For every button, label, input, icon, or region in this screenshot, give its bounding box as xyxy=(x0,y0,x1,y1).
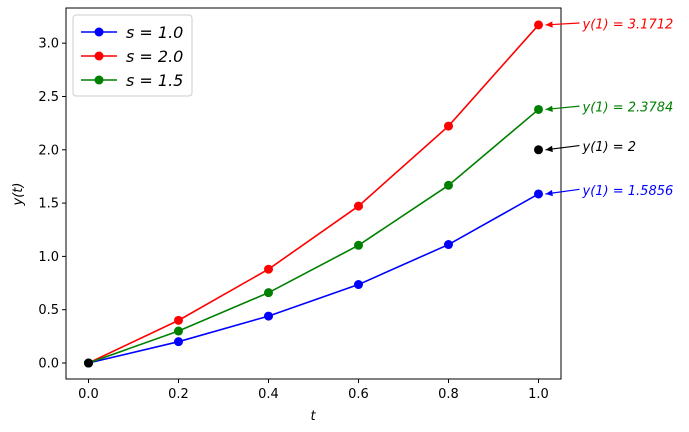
y-axis-label: y(t) xyxy=(11,183,26,207)
annotation-label: y(1) = 3.1712 xyxy=(582,17,674,32)
y-tick-label: 3.0 xyxy=(38,37,59,52)
legend-label: s = 1.0 xyxy=(126,23,183,42)
data-point xyxy=(534,20,543,30)
data-point xyxy=(264,311,273,321)
y-axis: 0.0 0.5 1.0 1.5 2.0 2.5 3.0 xyxy=(38,37,66,372)
data-point xyxy=(534,189,543,199)
legend-label: s = 1.5 xyxy=(126,71,183,90)
x-tick-label: 0.4 xyxy=(258,387,279,402)
y-tick-label: 2.0 xyxy=(38,143,59,158)
x-tick-label: 0.8 xyxy=(438,387,459,402)
y-tick-label: 0.0 xyxy=(38,357,59,372)
x-tick-label: 1.0 xyxy=(528,387,549,402)
annotation-arrowhead xyxy=(545,105,553,112)
x-tick-label: 0.6 xyxy=(348,387,369,402)
highlight-point xyxy=(84,358,93,368)
annotation-label: y(1) = 2 xyxy=(582,140,637,155)
data-point xyxy=(444,121,453,131)
data-point xyxy=(444,180,453,190)
annotation-arrowhead xyxy=(545,21,553,28)
data-point xyxy=(354,280,363,290)
annotations: y(1) = 3.1712 y(1) = 2.3784 y(1) = 2 y(1) =… xyxy=(545,17,674,199)
x-axis-label: t xyxy=(310,409,316,424)
annotation-arrowhead xyxy=(545,145,553,153)
plot-frame xyxy=(65,7,562,380)
plot-content xyxy=(84,20,543,368)
series-line xyxy=(88,24,540,364)
legend: s = 1.0 s = 2.0 s = 1.5 xyxy=(72,14,193,97)
series-line xyxy=(88,108,540,364)
y-tick-label: 2.5 xyxy=(38,90,59,105)
data-point xyxy=(444,240,453,250)
legend-marker xyxy=(94,75,104,85)
data-point xyxy=(534,104,543,114)
x-axis: 0.0 0.2 0.4 0.6 0.8 1.0 xyxy=(78,379,549,402)
annotation-label: y(1) = 2.3784 xyxy=(582,101,674,116)
data-point xyxy=(174,315,183,325)
legend-label: s = 2.0 xyxy=(126,47,183,66)
data-point xyxy=(174,337,183,347)
data-point xyxy=(264,264,273,274)
y-tick-label: 1.5 xyxy=(38,197,59,212)
annotation-label: y(1) = 1.5856 xyxy=(582,184,674,199)
legend-marker xyxy=(94,27,104,37)
data-point xyxy=(264,288,273,298)
legend-marker xyxy=(94,51,104,61)
annotation-arrowhead xyxy=(545,189,553,197)
legend-box xyxy=(72,14,193,97)
data-point xyxy=(174,326,183,336)
x-tick-label: 0.2 xyxy=(168,387,189,402)
y-tick-label: 0.5 xyxy=(38,303,59,318)
x-tick-label: 0.0 xyxy=(78,387,99,402)
highlight-point xyxy=(534,145,543,155)
data-point xyxy=(354,240,363,250)
data-point xyxy=(354,201,363,211)
y-tick-label: 1.0 xyxy=(38,250,59,265)
series-line xyxy=(88,193,539,364)
